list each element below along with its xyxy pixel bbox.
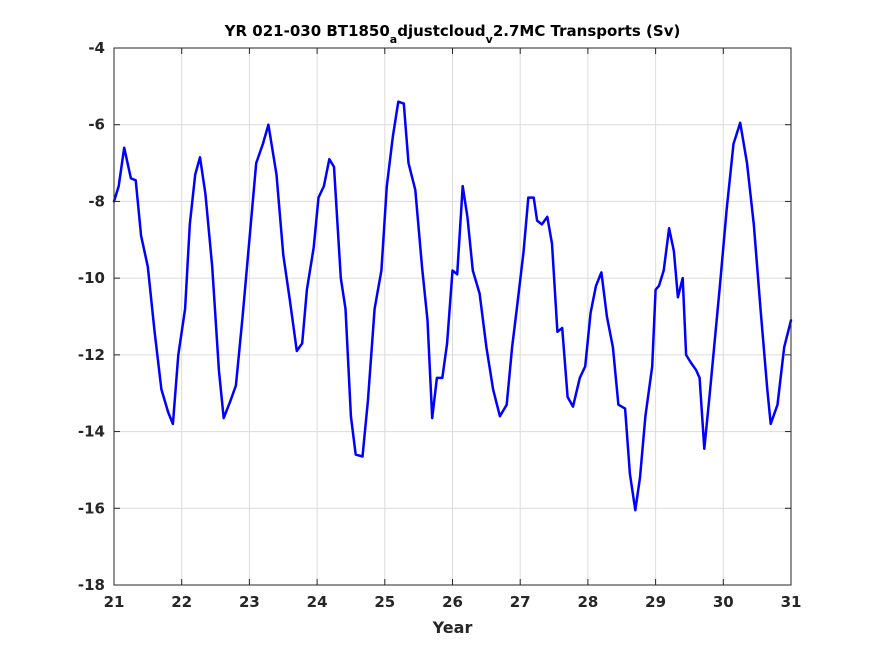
y-tick-label: -18: [78, 576, 105, 594]
x-tick-label: 30: [713, 593, 734, 611]
x-tick-label: 21: [104, 593, 125, 611]
x-tick-label: 24: [307, 593, 328, 611]
y-tick-label: -16: [78, 499, 105, 517]
y-tick-label: -12: [78, 346, 105, 364]
title-part-3: 2.7MC Transports (Sv): [493, 22, 681, 40]
chart-title: YR 021-030 BT1850adjustcloudv2.7MC Trans…: [224, 22, 681, 46]
y-tick-label: -14: [78, 423, 105, 441]
x-tick-label: 25: [374, 593, 395, 611]
y-tick-label: -10: [78, 269, 105, 287]
title-subscript-1: a: [390, 33, 397, 46]
series-line: [112, 100, 793, 512]
x-axis-label: Year: [432, 618, 473, 637]
y-tick-label: -8: [88, 192, 105, 210]
x-tick-label: 31: [781, 593, 802, 611]
tick-labels: 21 22 23 24 25 26 27 28 29 30 31 -18 -16 -14 -12 -10 -8 -…: [78, 39, 802, 611]
x-tick-label: 29: [645, 593, 666, 611]
x-tick-label: 22: [171, 593, 192, 611]
title-part-1: YR 021-030 BT1850: [224, 22, 390, 40]
title-part-2: djustcloud: [397, 22, 485, 40]
x-tick-label: 28: [577, 593, 598, 611]
x-tick-label: 27: [510, 593, 531, 611]
axis-ticks: [113, 47, 792, 586]
y-tick-label: -4: [88, 39, 105, 57]
x-tick-label: 23: [239, 593, 260, 611]
x-tick-label: 26: [442, 593, 463, 611]
y-tick-label: -6: [88, 116, 105, 134]
series-layer: [112, 100, 793, 512]
title-subscript-2: v: [486, 33, 494, 46]
